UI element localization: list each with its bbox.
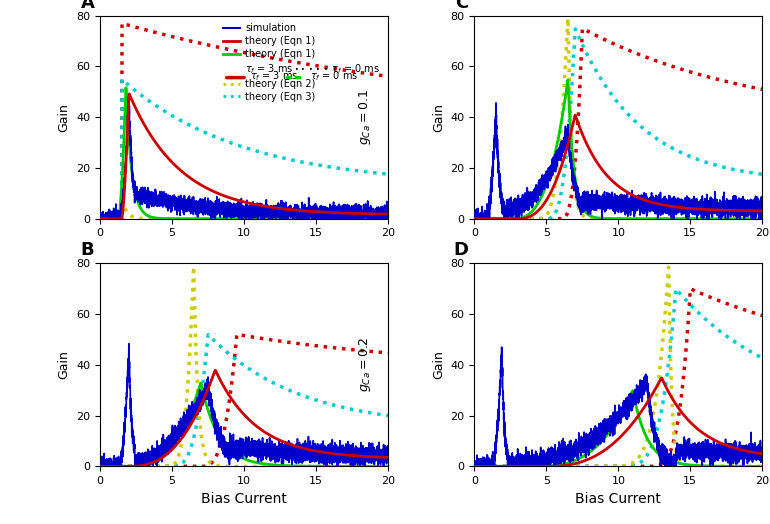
Text: A: A bbox=[81, 0, 95, 12]
Text: D: D bbox=[454, 242, 469, 259]
X-axis label: Bias Current: Bias Current bbox=[201, 492, 287, 506]
Legend: simulation, theory (Eqn 1), theory (Eqn 1), $\tau_f$ = 3 ms $\mathbf{\cdot\cdot\: simulation, theory (Eqn 1), theory (Eqn … bbox=[219, 20, 383, 105]
Text: $g_{Ca} = 0.1$: $g_{Ca} = 0.1$ bbox=[357, 89, 373, 145]
Y-axis label: Gain: Gain bbox=[58, 103, 71, 132]
Text: $\tau_f$ = 3 ms: $\tau_f$ = 3 ms bbox=[249, 70, 298, 83]
Text: $g_{Ca} = 0.2$: $g_{Ca} = 0.2$ bbox=[357, 337, 373, 392]
Text: $\tau_f$ = 0 ms: $\tau_f$ = 0 ms bbox=[310, 70, 359, 83]
Y-axis label: Gain: Gain bbox=[432, 103, 445, 132]
Text: C: C bbox=[455, 0, 469, 12]
Text: B: B bbox=[81, 242, 95, 259]
Y-axis label: Gain: Gain bbox=[58, 351, 71, 379]
X-axis label: Bias Current: Bias Current bbox=[575, 492, 661, 506]
Y-axis label: Gain: Gain bbox=[432, 351, 445, 379]
